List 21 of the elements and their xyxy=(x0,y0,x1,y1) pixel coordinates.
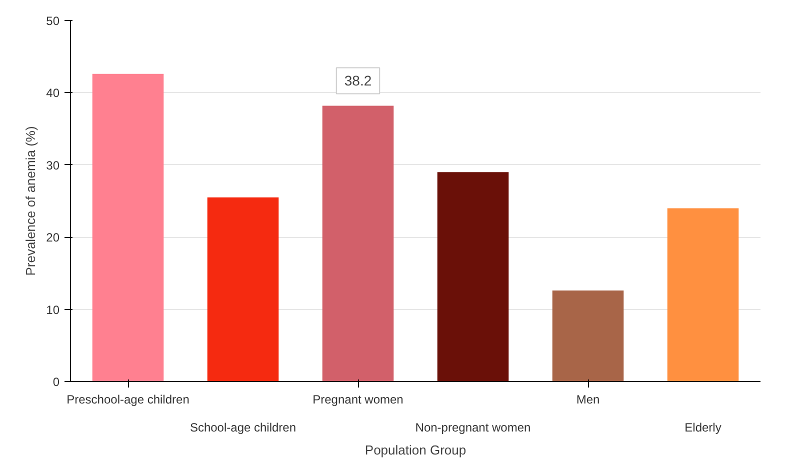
y-tick-label: 30 xyxy=(46,158,60,172)
x-tick-label: School-age children xyxy=(190,420,296,434)
x-tick-label: Non-pregnant women xyxy=(415,420,531,434)
y-tick-label: 0 xyxy=(52,375,60,389)
bar xyxy=(207,197,279,382)
x-tick-label: Pregnant women xyxy=(312,392,404,406)
y-axis-title: Prevalence of anemia (%) xyxy=(23,126,38,276)
bar xyxy=(437,172,509,382)
y-tick-label: 50 xyxy=(46,14,60,28)
x-axis-title: Population Group xyxy=(364,442,466,458)
bar xyxy=(552,290,624,382)
y-tick-label: 20 xyxy=(46,230,60,245)
bar xyxy=(667,208,739,382)
x-tick-label: Men xyxy=(576,392,600,406)
x-tick-label: Preschool-age children xyxy=(66,392,190,406)
y-tick-label: 10 xyxy=(46,302,60,317)
annotation: 38.2 xyxy=(344,72,372,89)
bar xyxy=(322,106,394,382)
x-tick-label: Elderly xyxy=(684,420,722,434)
y-tick-label: 40 xyxy=(46,86,60,100)
bar xyxy=(92,74,164,382)
